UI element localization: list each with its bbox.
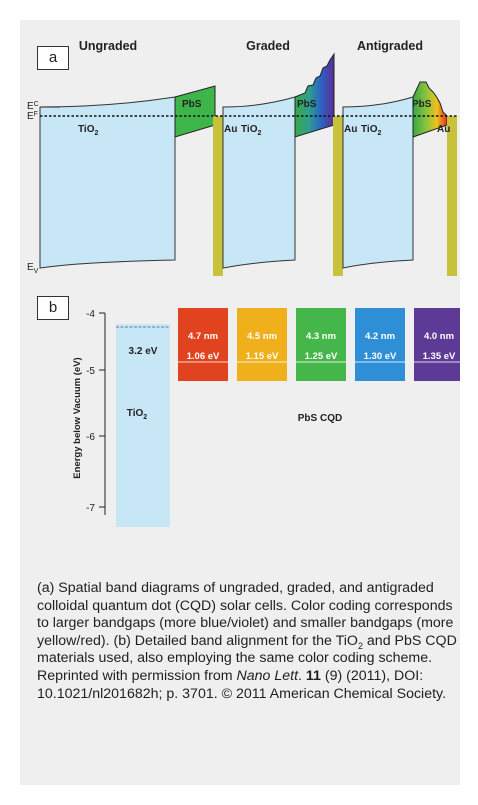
caption-journal: Nano Lett: [236, 667, 299, 684]
tio2-label-antigraded: TiO2: [361, 124, 381, 137]
tick-label: -6: [86, 432, 95, 443]
figure-caption: (a) Spatial band diagrams of ungraded, g…: [37, 580, 457, 703]
tio2-gap-label: 3.2 eV: [129, 346, 158, 357]
y-ticks: -4 -5 -6 -7: [86, 309, 105, 514]
pbs-cqd-size-label: 4.0 nm: [424, 331, 454, 342]
graded-diagram: [222, 52, 343, 276]
pbs-cqd-block-rect: [296, 308, 346, 381]
pbs-cqd-block-rect: [414, 308, 460, 381]
antigraded-diagram: [342, 81, 457, 276]
tio2-label-ungraded: TiO2: [78, 124, 98, 137]
pbs-cqd-gap-label: 1.25 eV: [305, 351, 338, 362]
pbs-cqd-size-label: 4.3 nm: [306, 331, 336, 342]
pbs-cqd-block-rect: [355, 308, 405, 381]
pbs-cqd-gap-label: 1.06 eV: [187, 351, 220, 362]
pbs-cqd-label: PbS CQD: [298, 413, 342, 424]
pbs-cqd-block-rect: [237, 308, 287, 381]
figure-panel: Ungraded Graded Antigraded: [20, 20, 460, 785]
pbs-cqd-block: 4.3 nm 1.25 eV: [296, 308, 346, 381]
pbs-label-graded: PbS: [297, 99, 317, 110]
ec-label: EC: [27, 101, 39, 112]
pbs-cqd-gap-label: 1.35 eV: [423, 351, 456, 362]
caption-text-1: (a) Spatial band diagrams of ungraded, g…: [37, 580, 454, 649]
pbs-cqd-block: 4.5 nm 1.15 eV: [237, 308, 287, 381]
caption-text-3: .: [298, 667, 306, 684]
caption-text-4: (9) (2011), DOI: 10.1021/nl201682h; p. 3…: [37, 667, 447, 702]
pbs-label-ungraded: PbS: [182, 99, 202, 110]
ev-label: EV: [27, 262, 39, 275]
pbs-cqd-block: 4.2 nm 1.30 eV: [355, 308, 405, 381]
pbs-cqd-size-label: 4.7 nm: [188, 331, 218, 342]
pbs-cqd-size-label: 4.2 nm: [365, 331, 395, 342]
au-label-ungraded: Au: [224, 124, 237, 135]
pbs-cqd-block: 4.7 nm 1.06 eV: [178, 308, 228, 381]
panel-a-label: a: [37, 46, 69, 70]
title-ungraded: Ungraded: [79, 39, 137, 53]
ungraded-diagram: [39, 85, 223, 276]
pbs-cqd-blocks: 4.7 nm1.06 eV4.5 nm1.15 eV4.3 nm1.25 eV4…: [178, 308, 460, 381]
panel-b-label: b: [37, 296, 69, 320]
y-axis-label: Energy below Vacuum (eV): [72, 357, 83, 478]
panel-a: Ungraded Graded Antigraded: [27, 39, 457, 276]
tio2-label-graded: TiO2: [241, 124, 261, 137]
tick-label: -7: [86, 503, 95, 514]
pbs-cqd-gap-label: 1.30 eV: [364, 351, 397, 362]
pbs-cqd-block: 4.0 nm 1.35 eV: [414, 308, 460, 381]
au-label-graded: Au: [344, 124, 357, 135]
tick-label: -4: [86, 309, 95, 320]
title-antigraded: Antigraded: [357, 39, 423, 53]
band-diagram-figure: Ungraded Graded Antigraded: [27, 39, 460, 527]
caption-volume: 11: [305, 667, 321, 684]
panel-b: -4 -5 -6 -7 Energy below Vacuum (eV) 3.2…: [72, 308, 460, 527]
tio2-label: TiO2: [127, 408, 147, 421]
pbs-cqd-size-label: 4.5 nm: [247, 331, 277, 342]
ef-label: EF: [27, 111, 38, 122]
tio2-block: [116, 324, 170, 527]
caption-text-2: and PbS CQD materials used, also employi…: [37, 632, 457, 684]
title-graded: Graded: [246, 39, 290, 53]
au-label-antigraded: Au: [437, 124, 450, 135]
caption-subscript: 2: [357, 640, 363, 651]
tick-label: -5: [86, 366, 95, 377]
pbs-cqd-block-rect: [178, 308, 228, 381]
pbs-cqd-gap-label: 1.15 eV: [246, 351, 279, 362]
pbs-label-antigraded: PbS: [412, 99, 432, 110]
